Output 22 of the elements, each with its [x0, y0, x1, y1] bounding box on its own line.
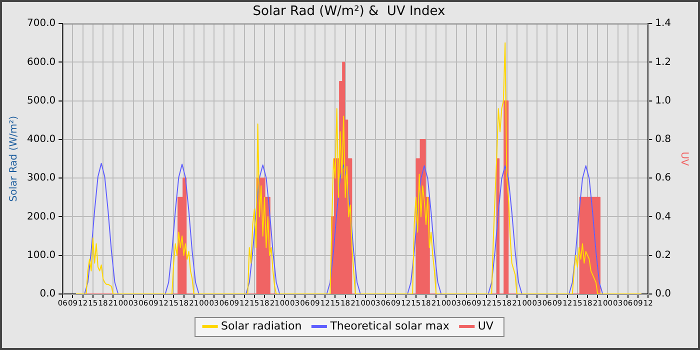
y2-tick-label: 0.4 — [655, 211, 672, 222]
y-tick-label: 400.0 — [26, 134, 56, 146]
y-axis-title: Solar Rad (W/m²) — [8, 116, 20, 202]
y-tick-label: 300.0 — [26, 172, 56, 184]
legend-label: Theoretical solar max — [329, 319, 450, 332]
y-tick-label: 700.0 — [26, 18, 56, 30]
y2-tick-label: 1.0 — [655, 95, 672, 106]
legend-label: Solar radiation — [221, 319, 302, 332]
y2-tick-label: 0.0 — [655, 288, 672, 300]
y-tick-label: 200.0 — [26, 211, 56, 222]
legend-label: UV — [478, 319, 494, 332]
y2-tick-label: 0.2 — [655, 250, 672, 261]
y2-tick-label: 1.2 — [655, 56, 672, 68]
chart-title: Solar Rad (W/m²) & UV Index — [252, 4, 446, 20]
y2-tick-label: 0.6 — [655, 172, 672, 184]
y-tick-label: 600.0 — [26, 56, 56, 68]
y2-tick-label: 0.8 — [655, 134, 672, 146]
y-tick-label: 0.0 — [40, 288, 56, 300]
y-tick-label: 500.0 — [26, 95, 56, 106]
y2-axis-title: UV — [678, 152, 690, 166]
y-tick-label: 100.0 — [26, 250, 56, 261]
y2-tick-label: 1.4 — [655, 18, 672, 30]
